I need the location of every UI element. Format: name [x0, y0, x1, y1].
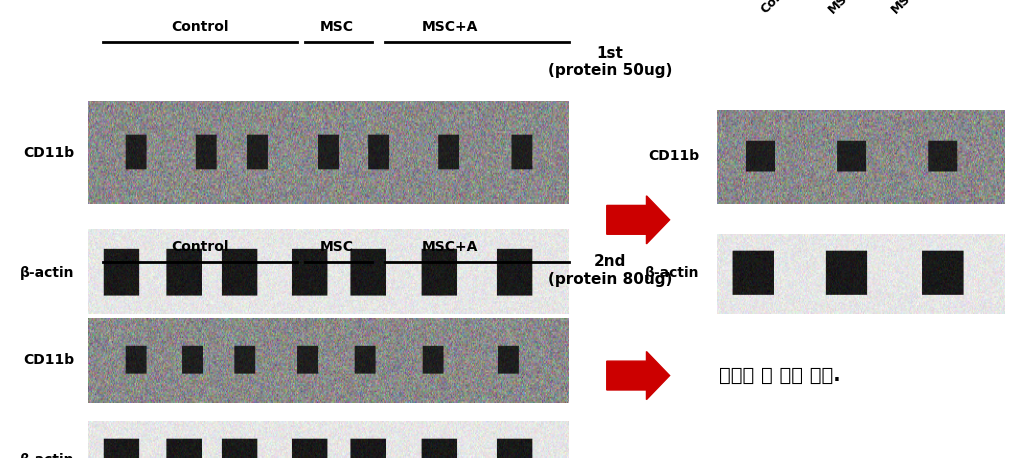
Text: MSC: MSC — [321, 20, 354, 34]
Text: 1st
(protein 50ug): 1st (protein 50ug) — [548, 46, 672, 78]
Text: Control: Control — [758, 0, 803, 16]
Text: Control: Control — [171, 20, 229, 34]
FancyArrow shape — [607, 196, 670, 244]
Text: CD11b: CD11b — [648, 149, 699, 163]
Text: MSC: MSC — [321, 240, 354, 254]
Text: 2nd
(protein 80ug): 2nd (protein 80ug) — [548, 254, 672, 287]
Text: Control: Control — [171, 240, 229, 254]
Text: CD11b: CD11b — [24, 354, 74, 367]
Text: CD11b: CD11b — [24, 147, 74, 160]
Text: MSC: MSC — [826, 0, 857, 16]
Text: β-actin: β-actin — [20, 453, 74, 458]
Text: MSC+A: MSC+A — [888, 0, 934, 16]
Text: 그룹간 큰 차이 없음.: 그룹간 큰 차이 없음. — [719, 366, 841, 385]
Text: MSC+A: MSC+A — [422, 240, 478, 254]
Text: β-actin: β-actin — [644, 266, 699, 279]
Text: MSC+A: MSC+A — [422, 20, 478, 34]
FancyArrow shape — [607, 352, 670, 399]
Text: β-actin: β-actin — [20, 266, 74, 279]
